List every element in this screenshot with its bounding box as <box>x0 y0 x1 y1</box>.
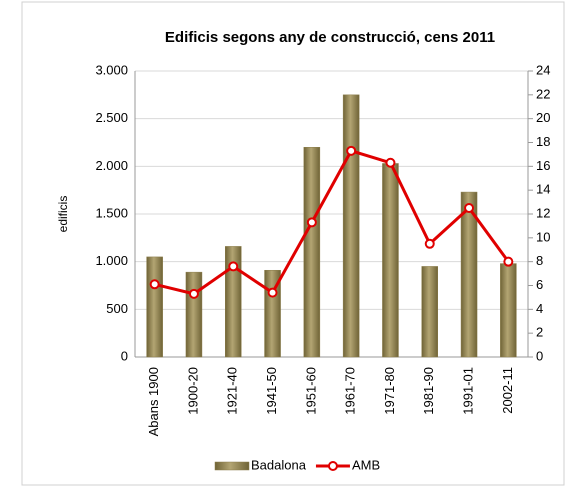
y-tick-label: 3.000 <box>95 62 128 77</box>
line-marker <box>188 288 199 299</box>
line-marker <box>228 261 239 272</box>
line-marker <box>385 157 396 168</box>
y2-tick-label: 22 <box>536 86 550 101</box>
y2-tick-label: 10 <box>536 229 550 244</box>
x-tick-label: 1981-90 <box>421 367 436 415</box>
bar <box>303 147 321 358</box>
bar <box>146 256 163 358</box>
x-tick-label: 1951-60 <box>303 367 318 415</box>
line-marker <box>464 203 475 214</box>
bar <box>185 271 203 358</box>
bar <box>342 94 360 358</box>
y-axis-label: edificis <box>56 196 70 233</box>
y-tick-label: 1.500 <box>95 205 128 220</box>
y-tick-label: 1.000 <box>95 253 128 268</box>
bar <box>421 266 438 358</box>
y-tick-label: 2.500 <box>95 110 128 125</box>
line-marker <box>267 287 278 298</box>
y2-tick-label: 24 <box>536 62 550 77</box>
y2-tick-label: 14 <box>536 182 550 197</box>
line-marker <box>424 238 435 249</box>
bar <box>225 246 242 358</box>
x-tick-label: 1941-50 <box>264 367 279 415</box>
x-tick-label: 1900-20 <box>185 367 200 415</box>
line-marker <box>503 256 514 267</box>
y2-tick-label: 18 <box>536 134 550 149</box>
chart-title: Edificis segons any de construcció, cens… <box>165 29 495 46</box>
y2-tick-label: 8 <box>536 253 543 268</box>
x-tick-label: 1961-70 <box>343 367 358 415</box>
y2-tick-label: 6 <box>536 277 543 292</box>
y2-tick-label: 12 <box>536 205 550 220</box>
x-tick-label: 1971-80 <box>382 367 397 415</box>
legend-label: AMB <box>352 457 380 472</box>
line-marker <box>306 217 317 228</box>
y2-tick-label: 16 <box>536 158 550 173</box>
y-tick-label: 0 <box>121 348 128 363</box>
bar <box>382 163 399 358</box>
x-tick-label: 1921-40 <box>225 367 240 415</box>
legend-swatch <box>214 461 250 471</box>
legend-label: Badalona <box>251 457 307 472</box>
y2-tick-label: 20 <box>536 110 550 125</box>
line <box>154 149 510 296</box>
x-tick-label: Abans 1900 <box>146 367 161 436</box>
y2-tick-label: 2 <box>536 325 543 340</box>
bar <box>460 191 478 358</box>
x-tick-label: 2002-11 <box>500 367 515 414</box>
legend-marker <box>327 461 338 471</box>
bar <box>500 263 517 358</box>
y2-tick-label: 4 <box>536 301 543 316</box>
line-marker <box>149 279 160 290</box>
line-marker <box>346 145 357 156</box>
y2-tick-label: 0 <box>536 348 543 363</box>
y-tick-label: 2.000 <box>95 158 128 173</box>
x-tick-label: 1991-01 <box>460 367 475 415</box>
y-tick-label: 500 <box>106 301 128 316</box>
